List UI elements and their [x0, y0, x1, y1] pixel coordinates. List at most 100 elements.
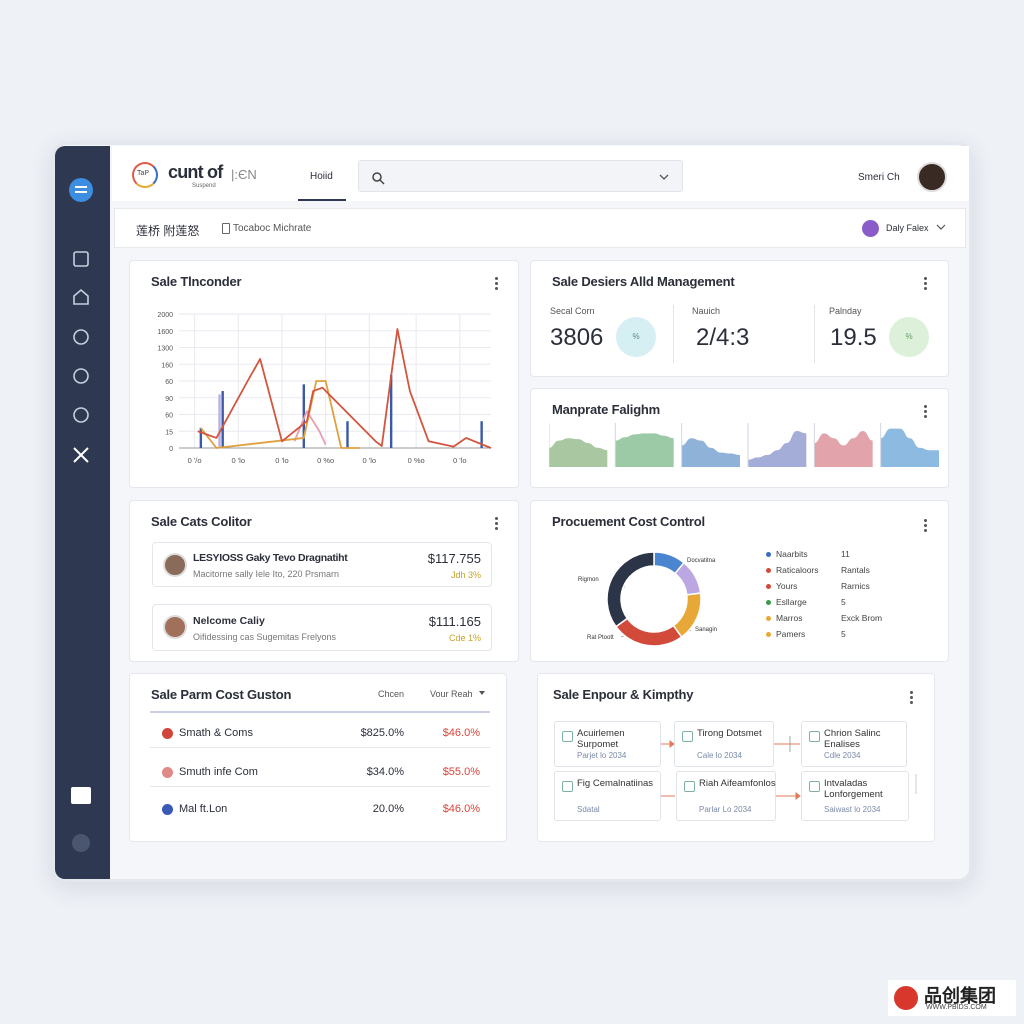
row-change: $46.0% [442, 803, 480, 815]
node-title: Fig Cemalnatiinas [577, 778, 654, 789]
search-box[interactable] [358, 160, 683, 192]
nav-icon[interactable] [73, 447, 89, 463]
row-name: Smuth infe Com [179, 766, 258, 778]
flow-node[interactable]: Chrion Salinc Enalises Cdle 2034 [801, 721, 907, 767]
area [549, 438, 608, 467]
list-item[interactable]: Nelcome Caliy Oifidessing cas Sugemitas … [152, 604, 492, 651]
nav-icon[interactable] [71, 787, 91, 804]
flow-node[interactable]: Fig Cemalnatiinas Sdatal [554, 771, 661, 821]
nav-icon[interactable] [73, 288, 89, 305]
cost-panel: Procuement Cost Control Docvatitna Rigmo… [530, 500, 949, 662]
flow-node[interactable]: Tirong Dotsmet Cale lo 2034 [674, 721, 774, 767]
donut-segment [614, 617, 683, 647]
line [197, 328, 492, 449]
item-note: Jdh 3% [450, 570, 481, 580]
node-icon [562, 781, 573, 792]
nav-icon[interactable] [73, 251, 89, 267]
x-tick-label: 0 'lo [275, 456, 289, 465]
menu[interactable] [924, 410, 927, 413]
separator [673, 305, 674, 363]
y-tick-label: 0 [169, 446, 173, 453]
donut-segment [606, 551, 655, 628]
nav-icon[interactable] [73, 329, 89, 345]
line-chart: 0 15 60 90 60 160 1300 1600 2000 0 '/o 0 'lo 0 'lo 0… [157, 312, 492, 465]
row-name: Smath & Coms [179, 727, 253, 739]
sidebar-icons [69, 178, 93, 852]
node-sub: Cale lo 2034 [697, 751, 742, 760]
watermark: 品创集团 WWW.PBIDS.COM [888, 980, 1016, 1016]
row-name: Mal ft.Lon [179, 803, 228, 815]
table-panel: Sale Parm Cost Guston Chcen Vour Reah Sm… [129, 673, 507, 842]
dropdown[interactable]: Daly Falex [886, 223, 929, 233]
legend-entry: Esllarge 5 [766, 597, 906, 609]
nav-icon[interactable] [73, 407, 89, 423]
column-header[interactable]: Chcen [378, 689, 405, 699]
y-tick-label: 2000 [157, 312, 173, 319]
row-value: $825.0% [360, 727, 404, 739]
nav-tab[interactable]: Hoiid [310, 171, 333, 182]
legend-label: Raticaloors [776, 565, 819, 575]
node-sub: Cdle 2034 [824, 751, 861, 760]
flow-connectors [661, 736, 917, 800]
row-dot [162, 767, 173, 778]
bar [221, 391, 224, 448]
legend-value: Exck Brom [841, 613, 883, 623]
column-header[interactable]: Vour Reah [430, 689, 473, 699]
bar [199, 427, 203, 448]
watermark-url: WWW.PBIDS.COM [926, 1004, 987, 1011]
callout: Docvatitna [687, 558, 716, 564]
legend-swatch [766, 568, 771, 573]
settings-icon[interactable] [72, 834, 90, 852]
y-tick-label: 1300 [157, 346, 173, 353]
x-tick-label: 0 %o [317, 456, 334, 465]
row-dot [162, 728, 173, 739]
sidebar [55, 146, 110, 879]
flow-node[interactable]: Riah Aifeamfonlos Parlar Lo 2034 [676, 771, 776, 821]
legend-value: Rarnics [841, 581, 870, 591]
legend-entry: Pamers 5 [766, 629, 906, 641]
nav-icon[interactable] [69, 178, 93, 202]
node-sub: Saiwast lo 2034 [824, 805, 881, 814]
items-panel: Sale Cats Colitor LESYIOSS Gaky Tevo Dra… [129, 500, 519, 662]
user-avatar[interactable] [917, 162, 947, 192]
y-tick-label: 60 [165, 413, 173, 420]
filter[interactable]: Tocaboc Michrate [233, 223, 312, 234]
kpi-value: 19.5 [830, 324, 877, 351]
legend-swatch [766, 600, 771, 605]
menu[interactable] [924, 282, 927, 285]
y-tick-label: 15 [165, 429, 173, 436]
item-avatar [163, 553, 187, 577]
node-icon [562, 731, 573, 742]
trend-chart [549, 423, 939, 467]
node-icon [809, 781, 820, 792]
x-tick-label: 0 'lo [232, 456, 246, 465]
flow-node[interactable]: Acuirlemen Surpomet Parjet lo 2034 [554, 721, 661, 767]
menu[interactable] [910, 696, 913, 699]
area [880, 428, 939, 467]
kpi-label: Palnday [829, 306, 862, 316]
y-tick-label: 160 [161, 362, 173, 369]
menu[interactable] [495, 522, 498, 525]
area [814, 431, 873, 467]
logo-suffix: |:ЄΝ [231, 167, 257, 182]
area [748, 431, 807, 467]
nav-icon[interactable] [73, 368, 89, 384]
menu[interactable] [924, 524, 927, 527]
node-icon [809, 731, 820, 742]
item-amount: $117.755 [427, 551, 481, 566]
node-icon [684, 781, 695, 792]
watermark-brand: 品创集团 [924, 986, 996, 1006]
menu[interactable] [495, 282, 498, 285]
row-value: $34.0% [366, 766, 404, 778]
node-title: Chrion Salinc Enalises [824, 728, 881, 750]
node-icon [682, 731, 693, 742]
flow-node[interactable]: Intvaladas Lonforgement Saiwast lo 2034 [801, 771, 909, 821]
row-change: $46.0% [442, 727, 480, 739]
row-change: $55.0% [442, 766, 480, 778]
list-item[interactable]: LESYIOSS Gaky Tevo Dragnatiht Macitorne … [152, 542, 492, 587]
panel-title: Sale Parm Cost Guston [151, 687, 292, 702]
item-sub: Oifidessing cas Sugemitas Frelyons [193, 632, 337, 642]
table-row: Smath & Coms $825.0% $46.0% [150, 717, 490, 748]
logo-sub: Suspend [192, 183, 216, 189]
